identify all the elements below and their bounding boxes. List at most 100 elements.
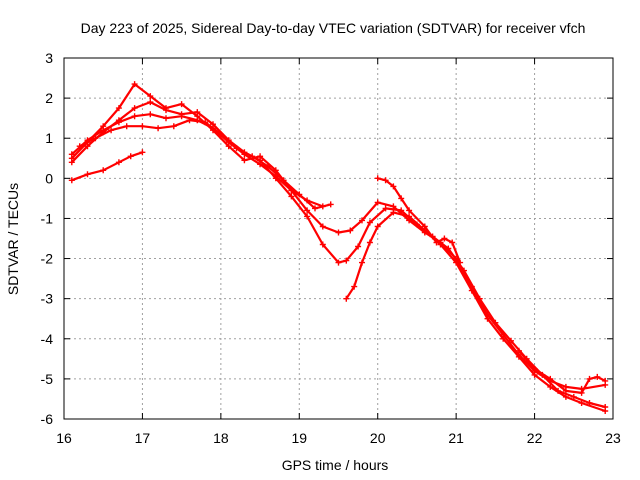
data-point	[602, 377, 609, 384]
data-point	[382, 177, 389, 184]
data-point	[492, 319, 499, 326]
data-point	[163, 107, 169, 114]
data-point	[84, 137, 91, 144]
y-tick-label: -6	[41, 411, 54, 427]
data-point	[131, 81, 138, 88]
data-point	[131, 113, 138, 120]
data-point	[304, 197, 311, 204]
x-tick-label: 21	[448, 430, 464, 446]
x-tick-label: 20	[370, 430, 386, 446]
y-tick-label: 1	[45, 130, 53, 146]
data-point	[562, 387, 569, 394]
data-point	[382, 205, 389, 212]
data-point	[327, 201, 334, 208]
data-point	[163, 115, 169, 122]
data-point	[241, 157, 248, 164]
series-line	[70, 101, 607, 409]
data-point	[304, 207, 311, 214]
data-point	[343, 295, 350, 302]
chart-title: Day 223 of 2025, Sidereal Day-to-day VTE…	[81, 20, 586, 36]
data-point	[257, 161, 264, 168]
data-point	[127, 153, 134, 160]
data-point	[68, 151, 75, 158]
y-tick-label: -4	[41, 331, 54, 347]
y-tick-label: 2	[45, 90, 53, 106]
data-point	[288, 193, 295, 200]
y-tick-label: -1	[41, 210, 54, 226]
data-point	[586, 375, 593, 382]
data-point	[100, 127, 107, 134]
data-point	[366, 239, 373, 246]
data-point	[508, 337, 514, 344]
data-point	[531, 371, 538, 378]
data-point	[335, 229, 342, 236]
data-point	[547, 375, 554, 382]
data-point	[155, 125, 162, 132]
grid	[64, 58, 613, 419]
data-point	[374, 223, 381, 230]
data-point	[374, 199, 381, 206]
x-axis-label: GPS time / hours	[282, 457, 389, 473]
series-track-4	[68, 149, 146, 184]
data-point	[347, 227, 354, 234]
data-point	[68, 177, 75, 184]
y-axis-label: SDTVAR / TECUs	[5, 183, 21, 295]
data-point	[115, 105, 122, 112]
data-point	[602, 408, 609, 414]
data-point	[578, 389, 585, 396]
data-point	[398, 195, 405, 202]
series-track-3	[76, 117, 334, 212]
series-track-8	[374, 175, 464, 266]
data-point	[123, 123, 130, 130]
data-point	[147, 93, 154, 100]
x-tick-label: 18	[213, 430, 229, 446]
series-track-7	[515, 347, 609, 396]
data-point	[335, 259, 342, 266]
data-point	[319, 241, 326, 248]
data-point	[562, 393, 569, 400]
y-tick-label: -2	[41, 251, 54, 267]
data-point	[115, 159, 122, 166]
data-point	[100, 167, 107, 174]
data-point	[304, 213, 311, 220]
data-point	[359, 259, 365, 266]
data-point	[272, 173, 279, 180]
data-point	[374, 175, 381, 182]
data-point	[531, 365, 538, 372]
data-point	[449, 239, 456, 246]
data-point	[578, 400, 585, 406]
data-point	[178, 113, 185, 120]
data-point	[264, 163, 271, 170]
data-point	[225, 139, 232, 146]
y-tick-label: 0	[45, 170, 53, 186]
data-point	[547, 383, 554, 390]
data-point	[108, 127, 115, 134]
data-point	[343, 257, 350, 264]
data-point	[366, 219, 373, 226]
data-point	[194, 109, 201, 116]
x-tick-label: 19	[291, 430, 307, 446]
series-track-6	[343, 209, 609, 414]
data-point	[433, 239, 440, 246]
data-point	[476, 295, 483, 302]
plot-frame	[63, 57, 614, 420]
data-point	[390, 183, 397, 190]
y-tick-label: -3	[41, 291, 54, 307]
data-point	[355, 243, 362, 250]
data-point	[194, 117, 201, 124]
data-point	[515, 347, 522, 354]
data-point	[147, 99, 154, 106]
x-tick-label: 17	[135, 430, 151, 446]
data-point	[131, 105, 138, 112]
data-point	[241, 151, 248, 158]
data-point	[147, 111, 154, 118]
x-tick-label: 22	[527, 430, 543, 446]
data-point	[437, 241, 444, 248]
data-point	[115, 119, 122, 126]
series-line	[376, 177, 462, 264]
data-point	[406, 207, 413, 214]
data-point	[406, 213, 413, 220]
data-point	[468, 287, 475, 294]
data-point	[84, 171, 91, 178]
